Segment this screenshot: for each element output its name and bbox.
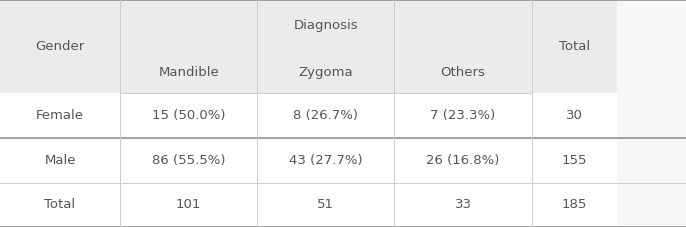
Text: Total: Total: [559, 40, 590, 53]
Text: 8 (26.7%): 8 (26.7%): [294, 109, 358, 122]
Bar: [257, 138, 394, 183]
Bar: [0, 93, 120, 138]
Bar: [257, 51, 394, 93]
Text: 86 (55.5%): 86 (55.5%): [152, 154, 226, 167]
Bar: [394, 51, 532, 93]
Bar: [120, 0, 532, 51]
Text: 101: 101: [176, 198, 201, 211]
Text: 185: 185: [562, 198, 587, 211]
Text: Others: Others: [440, 66, 486, 79]
Text: Zygoma: Zygoma: [298, 66, 353, 79]
Text: Total: Total: [45, 198, 75, 211]
Text: 33: 33: [455, 198, 471, 211]
Text: 43 (27.7%): 43 (27.7%): [289, 154, 363, 167]
Bar: [120, 51, 257, 93]
Bar: [532, 183, 617, 227]
Bar: [120, 93, 257, 138]
Bar: [532, 93, 617, 138]
Text: Gender: Gender: [36, 40, 84, 53]
Text: Mandible: Mandible: [158, 66, 219, 79]
Bar: [257, 183, 394, 227]
Text: 51: 51: [318, 198, 334, 211]
Bar: [0, 0, 120, 93]
Bar: [0, 138, 120, 183]
Text: 26 (16.8%): 26 (16.8%): [427, 154, 499, 167]
Text: 155: 155: [562, 154, 587, 167]
Bar: [394, 138, 532, 183]
Bar: [257, 93, 394, 138]
Bar: [120, 183, 257, 227]
Text: 7 (23.3%): 7 (23.3%): [430, 109, 496, 122]
Text: 15 (50.0%): 15 (50.0%): [152, 109, 226, 122]
Bar: [532, 138, 617, 183]
Text: Diagnosis: Diagnosis: [294, 19, 358, 32]
Bar: [394, 93, 532, 138]
Bar: [0, 183, 120, 227]
Bar: [120, 138, 257, 183]
Text: Female: Female: [36, 109, 84, 122]
Bar: [394, 183, 532, 227]
Bar: [532, 0, 617, 93]
Text: 30: 30: [566, 109, 583, 122]
Text: Male: Male: [45, 154, 75, 167]
